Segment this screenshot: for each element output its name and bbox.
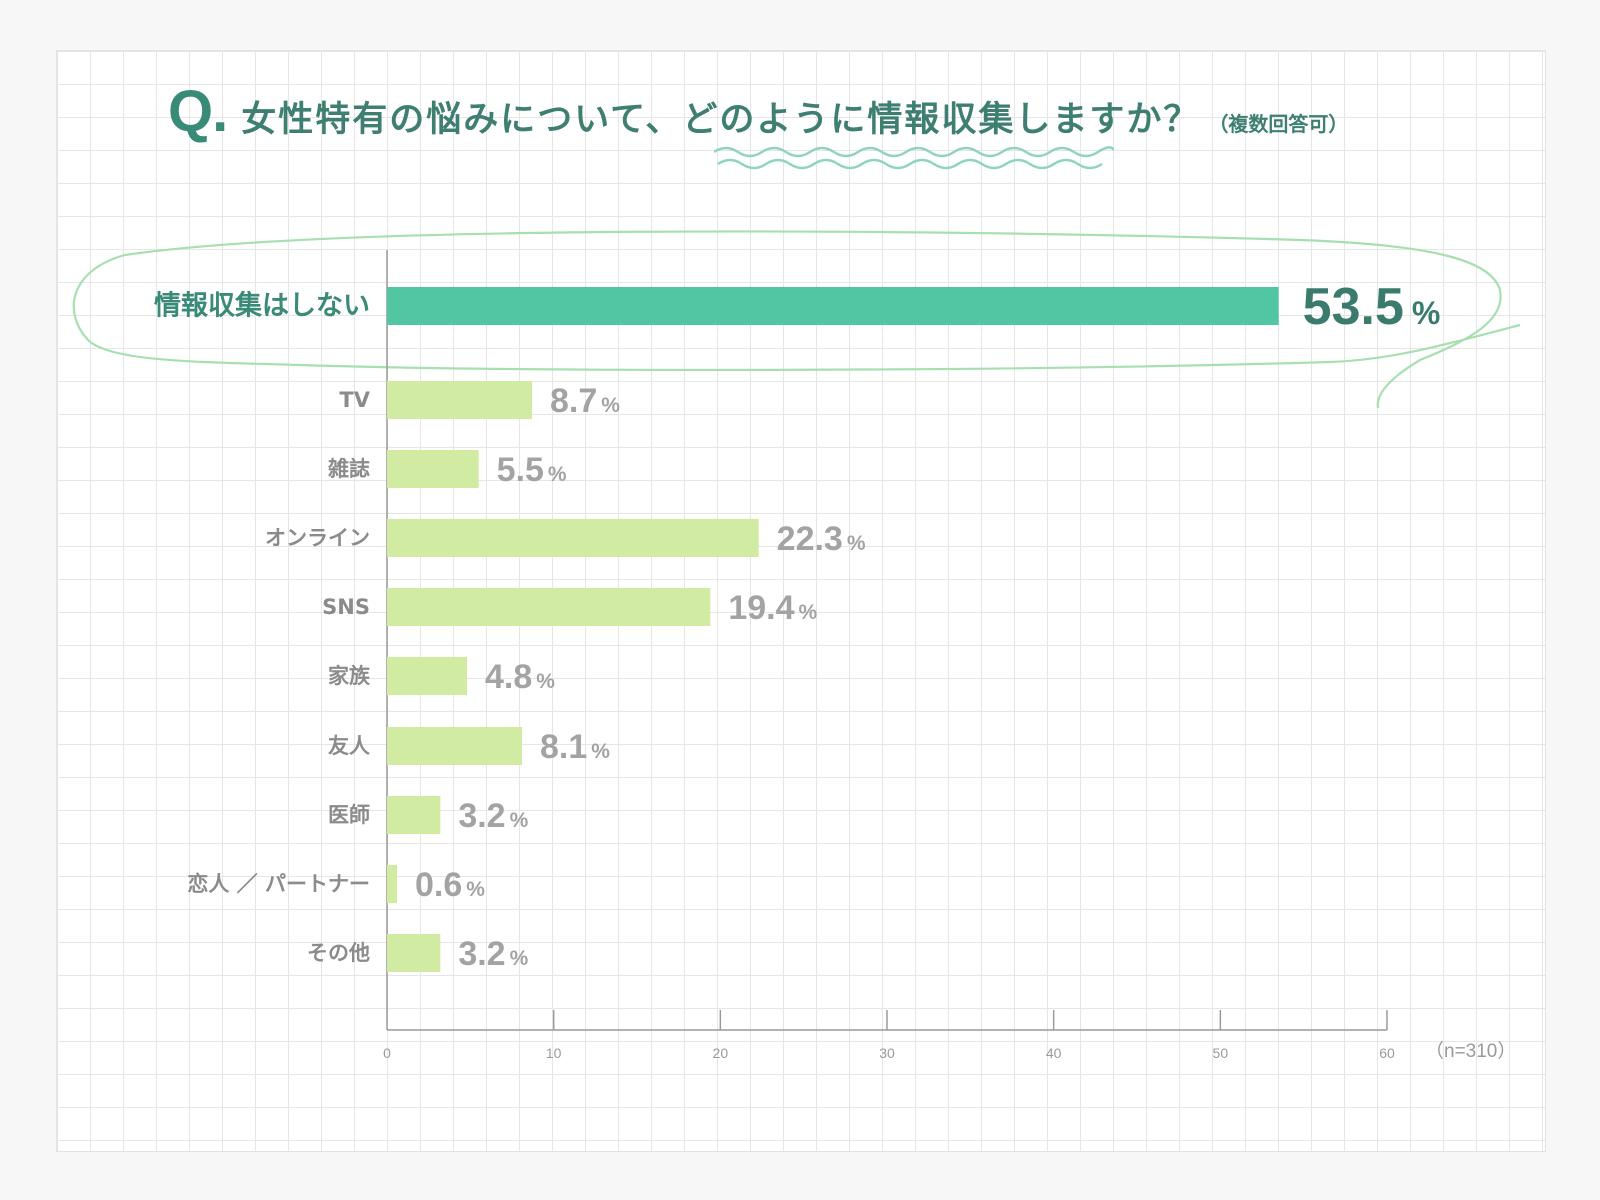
category-label: 恋人 ／ パートナー <box>187 872 370 896</box>
x-tick-label: 30 <box>879 1045 895 1061</box>
value-number: 19.4 <box>728 589 794 627</box>
value-number: 0.6 <box>415 866 462 904</box>
bar-0 <box>387 287 1279 325</box>
category-label: 友人 <box>328 734 370 758</box>
value-label: 8.7% <box>550 382 620 420</box>
question-note: （複数回答可） <box>1208 112 1349 136</box>
value-label: 4.8% <box>485 658 555 696</box>
category-label: 医師 <box>328 803 370 827</box>
category-label: TV <box>339 388 370 412</box>
percent-sign: % <box>536 670 555 693</box>
value-label: 3.2% <box>458 797 528 835</box>
sample-size-note: （n=310） <box>1425 1040 1516 1062</box>
question-title: Q. 女性特有の悩みについて、どのように情報収集しますか？ （複数回答可） <box>168 78 1348 148</box>
percent-sign: % <box>601 394 620 417</box>
value-number: 22.3 <box>777 520 843 558</box>
value-number: 53.5 <box>1303 278 1404 336</box>
percent-sign: % <box>548 463 567 486</box>
value-label: 3.2% <box>458 935 528 973</box>
value-label: 53.5% <box>1303 278 1441 336</box>
x-tick-label: 40 <box>1046 1045 1062 1061</box>
category-label: 家族 <box>328 664 371 688</box>
value-label: 22.3% <box>777 520 866 558</box>
x-tick-label: 20 <box>713 1045 729 1061</box>
percent-sign: % <box>466 878 485 901</box>
value-label: 8.1% <box>540 728 610 766</box>
percent-sign: % <box>847 532 866 555</box>
value-label: 5.5% <box>497 451 567 489</box>
bar-7 <box>387 796 441 834</box>
percent-sign: % <box>799 601 818 624</box>
category-label: 雑誌 <box>327 457 370 481</box>
value-number: 5.5 <box>497 451 544 489</box>
x-tick-label: 0 <box>383 1045 391 1061</box>
value-number: 3.2 <box>458 935 505 973</box>
value-label: 0.6% <box>415 866 485 904</box>
percent-sign: % <box>510 809 529 832</box>
category-label: その他 <box>307 941 370 965</box>
x-tick-label: 60 <box>1379 1045 1395 1061</box>
value-number: 4.8 <box>485 658 532 696</box>
bar-9 <box>387 934 441 972</box>
q-mark: Q. <box>168 79 228 144</box>
question-text: 女性特有の悩みについて、どのように情報収集しますか？ <box>241 100 1201 140</box>
bar-4 <box>387 588 711 626</box>
value-number: 8.7 <box>550 382 597 420</box>
percent-sign: % <box>510 947 529 970</box>
bar-1 <box>387 381 532 419</box>
bar-5 <box>387 657 467 695</box>
wavy-underline-decoration <box>714 146 1114 170</box>
bar-6 <box>387 727 522 765</box>
category-label: SNS <box>322 595 370 619</box>
x-tick-label: 50 <box>1213 1045 1229 1061</box>
bar-2 <box>387 450 479 488</box>
bar-3 <box>387 519 759 557</box>
value-number: 3.2 <box>458 797 505 835</box>
bar-8 <box>387 865 397 903</box>
value-label: 19.4% <box>728 589 817 627</box>
category-label: オンライン <box>265 526 370 550</box>
highlight-outline-decoration <box>72 230 1521 409</box>
x-tick-label: 10 <box>546 1045 562 1061</box>
percent-sign: % <box>591 740 610 763</box>
category-label: 情報収集はしない <box>154 290 370 322</box>
value-number: 8.1 <box>540 728 587 766</box>
grid-background <box>56 50 1546 1152</box>
percent-sign: % <box>1412 295 1440 331</box>
